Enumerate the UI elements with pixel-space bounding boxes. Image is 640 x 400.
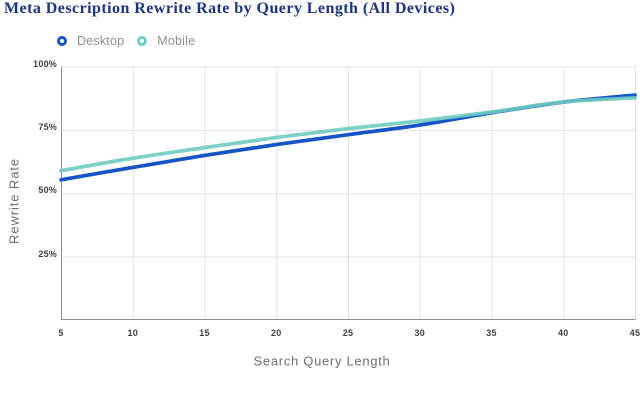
x-tick-label: 10 xyxy=(127,328,138,338)
y-tick-label: 25% xyxy=(38,248,57,259)
legend-label: Desktop xyxy=(77,34,125,48)
y-tick-label: 50% xyxy=(38,185,57,196)
mobile-ring-icon xyxy=(137,36,148,46)
legend-label: Mobile xyxy=(157,34,196,48)
legend-item-mobile[interactable]: Mobile xyxy=(137,34,195,48)
legend-item-desktop[interactable]: Desktop xyxy=(57,34,124,48)
x-tick-label: 20 xyxy=(271,328,282,338)
x-tick-label: 25 xyxy=(342,328,354,338)
legend: Desktop Mobile xyxy=(57,34,195,48)
desktop-ring-icon xyxy=(57,36,67,46)
x-axis-title: Search Query Length xyxy=(253,353,391,369)
x-tick-label: 30 xyxy=(414,328,425,338)
series-line-mobile xyxy=(59,96,637,173)
y-tick-label: 100% xyxy=(33,58,57,69)
x-tick-label: 5 xyxy=(58,328,64,338)
chart-title: Meta Description Rewrite Rate by Query L… xyxy=(4,0,456,17)
x-tick-label: 15 xyxy=(199,328,210,338)
x-tick-label: 45 xyxy=(629,328,640,338)
y-tick-label: 75% xyxy=(38,122,57,133)
x-tick-label: 35 xyxy=(486,328,497,338)
x-tick-label: 40 xyxy=(558,328,569,338)
